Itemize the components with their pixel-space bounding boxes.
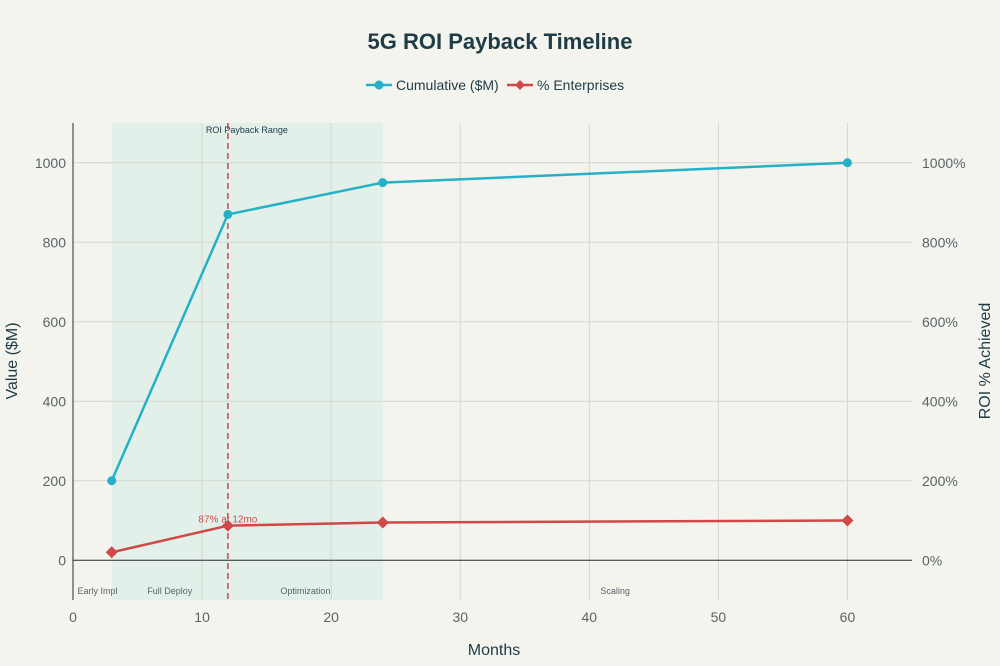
x-tick-label: 10 [194,609,210,625]
y-tick-label: 400 [43,393,67,409]
y2-tick-label: 800% [922,234,958,250]
plot-area: 0 10 20 30 40 50 60020040060080010000%200%400%… [35,123,966,625]
x-tick-label: 60 [840,609,856,625]
series-line-0 [110,161,848,482]
x-tick-label: 40 [582,609,598,625]
series-line-1 [111,519,848,554]
legend-marker-cumulative [374,80,384,90]
y-tick-label: 1000 [35,155,66,171]
legend-marker-enterprises [515,80,525,90]
data-point-enterprises [105,546,118,559]
data-point-cumulative [842,158,852,168]
annotation-87-percent: 87% at 12mo [198,515,257,526]
data-point-enterprises [376,516,389,529]
legend-label-cumulative: Cumulative ($M) [396,77,499,93]
legend-item-enterprises[interactable]: % Enterprises [507,77,624,93]
chart-title: 5G ROI Payback Timeline [368,29,633,54]
y-tick-label: 800 [43,234,67,250]
x-tick-label: 20 [323,609,339,625]
phase-label: Scaling [600,586,630,596]
phase-label: Early Impl [78,586,118,596]
y-tick-label: 0 [58,552,66,568]
data-point-enterprises [221,519,234,532]
roi-payback-region [111,123,383,600]
y2-tick-label: 400% [922,393,958,409]
y2-tick-label: 1000% [922,155,966,171]
roi-payback-range-label: ROI Payback Range [206,125,288,135]
x-tick-label: 0 [69,609,77,625]
y-axis-title-right: ROI % Achieved [977,303,994,420]
phase-label: Optimization [280,586,330,596]
data-point-enterprises [841,514,854,527]
legend-item-cumulative[interactable]: Cumulative ($M) [366,77,499,93]
x-tick-label: 50 [711,609,727,625]
data-point-cumulative [223,209,233,219]
phase-label: Full Deploy [147,586,193,596]
y-tick-label: 600 [43,314,67,330]
x-tick-label: 30 [452,609,468,625]
y-tick-label: 200 [43,473,67,489]
legend-label-enterprises: % Enterprises [537,77,624,93]
y2-tick-label: 200% [922,473,958,489]
y-axis-title-left: Value ($M) [4,322,21,399]
legend: Cumulative ($M) % Enterprises [366,77,624,93]
data-point-cumulative [378,178,388,188]
data-point-cumulative [107,476,117,486]
y2-tick-label: 0% [922,552,942,568]
x-axis-title: Months [468,642,520,659]
y2-tick-label: 600% [922,314,958,330]
